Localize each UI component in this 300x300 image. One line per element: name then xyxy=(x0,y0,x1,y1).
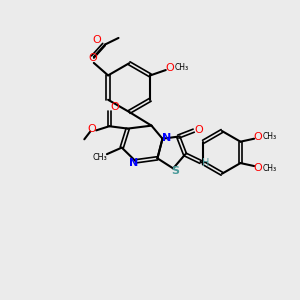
Text: O: O xyxy=(88,53,97,63)
Text: O: O xyxy=(194,125,203,135)
Text: O: O xyxy=(92,35,101,45)
Text: O: O xyxy=(165,63,174,73)
Text: CH₃: CH₃ xyxy=(263,132,277,141)
Text: S: S xyxy=(171,166,179,176)
Text: CH₃: CH₃ xyxy=(263,164,277,172)
Text: H: H xyxy=(202,158,210,168)
Text: CH₃: CH₃ xyxy=(174,64,188,73)
Text: CH₃: CH₃ xyxy=(93,153,108,162)
Text: O: O xyxy=(88,124,96,134)
Text: N: N xyxy=(129,158,139,168)
Text: O: O xyxy=(254,163,262,173)
Text: N: N xyxy=(162,133,171,142)
Text: O: O xyxy=(110,102,119,112)
Text: O: O xyxy=(254,132,262,142)
